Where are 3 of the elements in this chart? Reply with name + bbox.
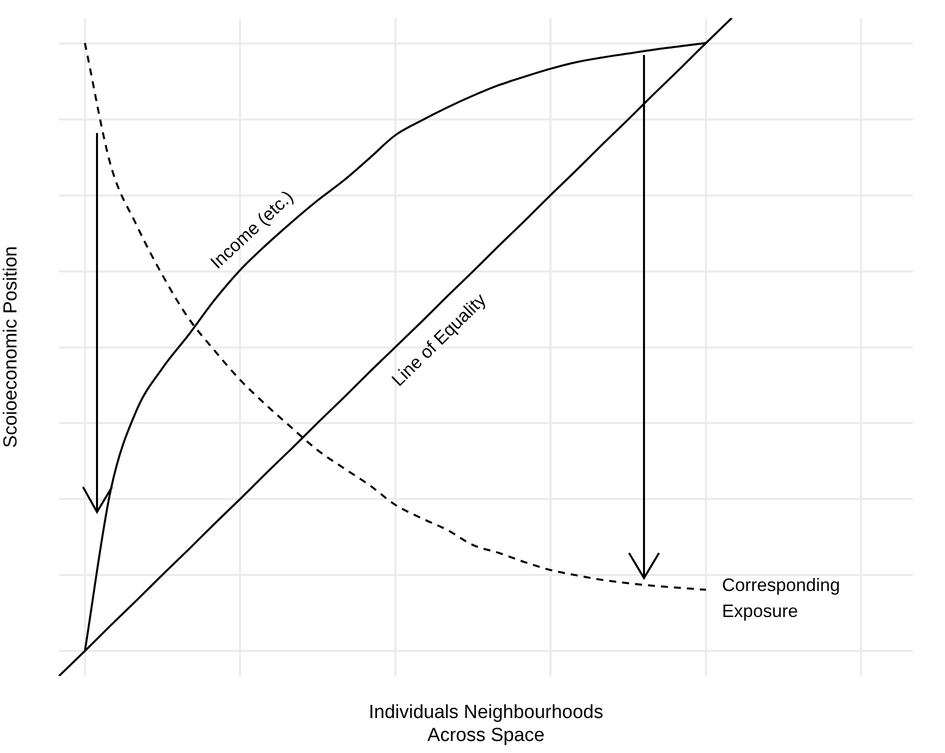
x-axis-title: Individuals Neighbourhoods Across Space: [368, 702, 604, 746]
series-label: Corresponding Exposure: [722, 574, 840, 621]
y-axis-title: Scoioeconomic Position: [0, 246, 22, 448]
